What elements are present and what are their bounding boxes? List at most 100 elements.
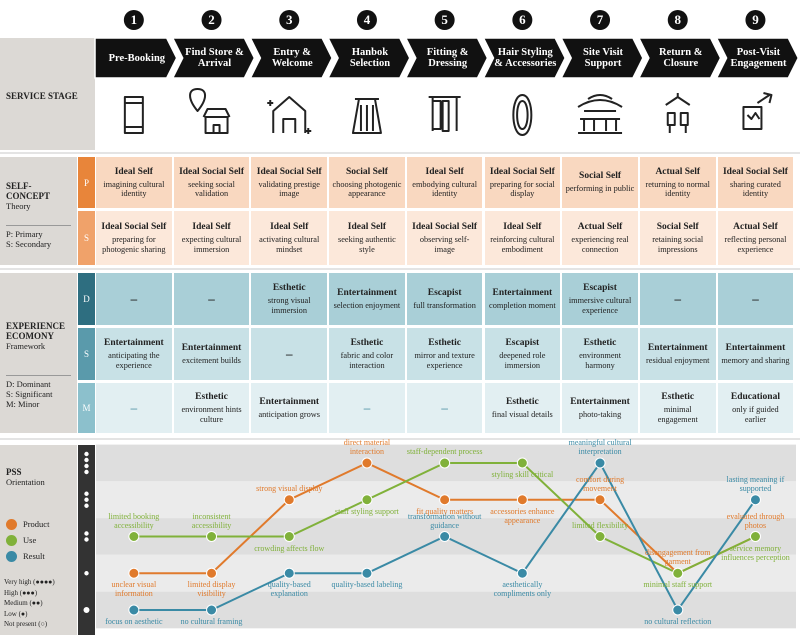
- cell: Actual Self reflecting personal experienc…: [717, 211, 794, 265]
- point-note: quality-based explanation: [267, 580, 311, 599]
- cell: –: [251, 328, 328, 380]
- cell: Entertainment completion moment: [484, 273, 561, 325]
- level-dot: [84, 571, 89, 576]
- cell-type: Social Self: [345, 166, 388, 177]
- cell-desc: mirror and texture experience: [414, 351, 475, 370]
- stage-name: Entry & Welcome: [271, 47, 313, 69]
- stage-chevron: [637, 37, 722, 79]
- cell: –: [639, 273, 716, 325]
- series-point: [672, 604, 684, 616]
- legend-item: Product: [6, 517, 76, 531]
- cell: Ideal Social Self sharing curated identit…: [717, 157, 794, 208]
- cell-dash: –: [674, 291, 681, 306]
- series-point: [283, 567, 295, 579]
- series-point: [361, 567, 373, 579]
- step-number: 8: [675, 12, 682, 27]
- cell: –: [96, 273, 172, 325]
- point-note: disengagement from garment: [644, 548, 711, 567]
- cell-type: Escapist: [427, 287, 462, 298]
- section-subtitle: Theory: [6, 201, 31, 211]
- row-tab: M: [78, 383, 95, 433]
- cell: Ideal Self seeking authentic style: [329, 211, 405, 265]
- cell: Ideal Self reinforcing cultural embodimen…: [484, 211, 561, 265]
- series-point: [516, 457, 528, 469]
- row-tab: D: [78, 273, 95, 325]
- cell-type: Entertainment: [492, 287, 553, 298]
- cell: Escapist full transformation: [406, 273, 483, 325]
- series-point: [594, 457, 606, 469]
- self-concept-panel: SELF-CONCEPT Theory P: Primary S: Second…: [0, 157, 77, 265]
- series-point: [439, 531, 451, 542]
- step-badge: [745, 10, 766, 30]
- cell-type: Actual Self: [577, 222, 623, 232]
- step-number: 5: [441, 12, 448, 27]
- cell-dash: –: [208, 291, 215, 306]
- cell: Entertainment anticipation grows: [251, 383, 328, 433]
- point-note: staff-dependent process: [406, 447, 483, 456]
- cell-desc: environment harmony: [579, 351, 621, 370]
- key: P: Primary S: Secondary: [6, 225, 71, 249]
- level-dot: [84, 469, 89, 475]
- section-subtitle: Orientation: [6, 477, 45, 487]
- legend-swatch: [6, 534, 17, 546]
- cell: Esthetic strong visual immersion: [251, 273, 328, 325]
- series-point: [672, 567, 684, 579]
- cell-desc: anticipating the experience: [108, 351, 160, 370]
- series-point: [361, 494, 373, 506]
- cell-desc: expecting cultural immersion: [181, 235, 242, 254]
- point-note: strong visual display: [256, 483, 323, 493]
- cell: Entertainment selection enjoyment: [329, 273, 405, 325]
- stage-icon: [351, 98, 382, 134]
- cell-dash: –: [285, 346, 293, 361]
- cell: Entertainment memory and sharing: [717, 328, 794, 380]
- cell: Esthetic mirror and texture experience: [406, 328, 483, 380]
- cell-type: Entertainment: [337, 287, 397, 298]
- row-tab: S: [78, 328, 95, 380]
- cell: Actual Self experiencing real connection: [562, 211, 638, 265]
- point-note: minimal staff support: [643, 580, 713, 590]
- series-point: [516, 567, 528, 579]
- cell: Entertainment anticipating the experience: [96, 328, 172, 380]
- section-subtitle: Framework: [6, 341, 46, 351]
- point-note: limited booking accessibility: [108, 511, 160, 530]
- cell-dash: –: [752, 291, 759, 306]
- cell-type: Ideal Self: [270, 222, 309, 232]
- step-number: 4: [364, 12, 371, 27]
- cell-type: Esthetic: [583, 338, 617, 348]
- stage-name: Find Store & Arrival: [185, 47, 244, 69]
- cell-desc: reflecting personal experience: [724, 235, 787, 254]
- cell: –: [406, 383, 483, 433]
- stage-chevron: [94, 37, 178, 79]
- point-note: inconsistent accessibility: [191, 511, 232, 530]
- point-note: focus on aesthetic: [105, 617, 163, 626]
- cell-desc: completion moment: [489, 300, 556, 310]
- point-note: evaluated through photos: [726, 511, 785, 530]
- step-badge: [590, 10, 611, 30]
- cell-type: Esthetic: [661, 392, 695, 402]
- cell-type: Ideal Self: [347, 222, 387, 232]
- cell: –: [329, 383, 405, 433]
- cell-desc: fabric and color interaction: [340, 351, 394, 370]
- level-dot: [84, 463, 89, 469]
- step-badge: [512, 10, 533, 30]
- legend-item: Use: [6, 533, 76, 547]
- row-tab: S: [78, 211, 95, 265]
- cell-dash: –: [363, 400, 371, 415]
- cell-desc: immersive cultural experience: [568, 296, 632, 315]
- cell-type: Educational: [730, 392, 780, 402]
- cell: Ideal Self activating cultural mindset: [251, 211, 328, 265]
- cell-desc: experiencing real connection: [571, 235, 629, 254]
- series-point: [128, 604, 140, 616]
- level-dot: [84, 531, 89, 536]
- section-title: PSS: [6, 467, 22, 477]
- cell: Actual Self returning to normal identity: [639, 157, 716, 208]
- point-note: quality-based labeling: [331, 580, 403, 590]
- cell: Ideal Social Self observing self-image: [406, 211, 483, 265]
- stage-icon: [123, 96, 144, 134]
- cell-type: Escapist: [583, 283, 617, 293]
- series-point: [594, 494, 606, 506]
- cell-type: Ideal Self: [503, 222, 542, 232]
- key: D: Dominant S: Significant M: Minor: [6, 375, 71, 409]
- series-point: [206, 531, 218, 542]
- stage-icon: [577, 94, 623, 134]
